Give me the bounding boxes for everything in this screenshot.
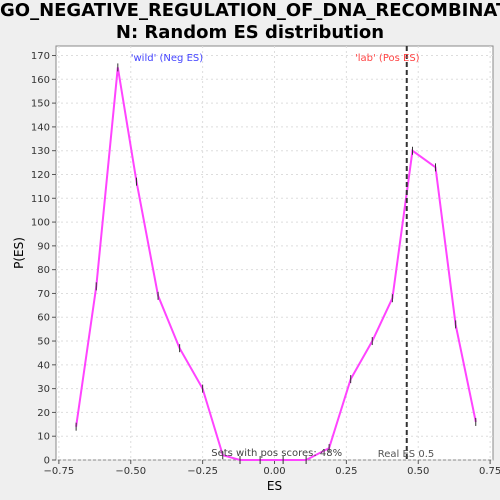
y-tick-label: 130 [31,146,50,157]
x-tick-label: 0.25 [335,466,357,477]
y-tick-label: 160 [31,75,50,86]
y-tick-label: 80 [37,265,50,276]
y-tick-label: 60 [37,313,50,324]
y-tick-label: 10 [37,432,50,443]
y-tick-label: 20 [37,408,50,419]
series-line [75,67,477,461]
y-tick-label: 140 [31,122,50,133]
y-tick-label: 70 [37,289,50,300]
x-tick-label: −0.50 [115,466,146,477]
x-tick-label: −0.75 [44,466,75,477]
x-tick-label: 0.50 [407,466,429,477]
x-axis-ticks: −0.75 −0.50 −0.25 0.00 0.25 0.50 0.75 [44,460,500,477]
y-tick-label: 110 [31,194,50,205]
y-tick-label: 150 [31,99,50,110]
series-markers [75,63,477,464]
real-es-label: Real ES 0.5 [378,449,434,460]
chart-title: GO_NEGATIVE_REGULATION_OF_DNA_RECOMBINAT… [0,0,500,44]
y-tick-label: 40 [37,360,50,371]
pos-es-label: 'lab' (Pos ES) [355,53,420,64]
y-axis-ticks: 0 10 20 30 40 50 60 70 80 90 100 110 120 130 140 150 160… [31,51,56,467]
x-axis-label: ES [267,479,282,493]
x-tick-label: 0.00 [263,466,285,477]
chart-title-line-1: GO_NEGATIVE_REGULATION_OF_DNA_RECOMBINAT… [0,0,500,21]
grid-lines [56,46,493,461]
y-tick-label: 90 [37,241,50,252]
y-tick-label: 0 [44,456,50,467]
y-tick-label: 50 [37,337,50,348]
pos-scores-footer: Sets with pos scores: 48% [211,448,342,459]
x-tick-label: −0.25 [187,466,218,477]
y-tick-label: 30 [37,384,50,395]
chart-title-line-2: N: Random ES distribution [115,22,385,43]
y-tick-label: 170 [31,51,50,62]
y-axis-label: P(ES) [12,237,26,269]
y-tick-label: 120 [31,170,50,181]
neg-es-label: 'wild' (Neg ES) [131,53,203,64]
y-tick-label: 100 [31,218,50,229]
x-tick-label: 0.75 [479,466,500,477]
